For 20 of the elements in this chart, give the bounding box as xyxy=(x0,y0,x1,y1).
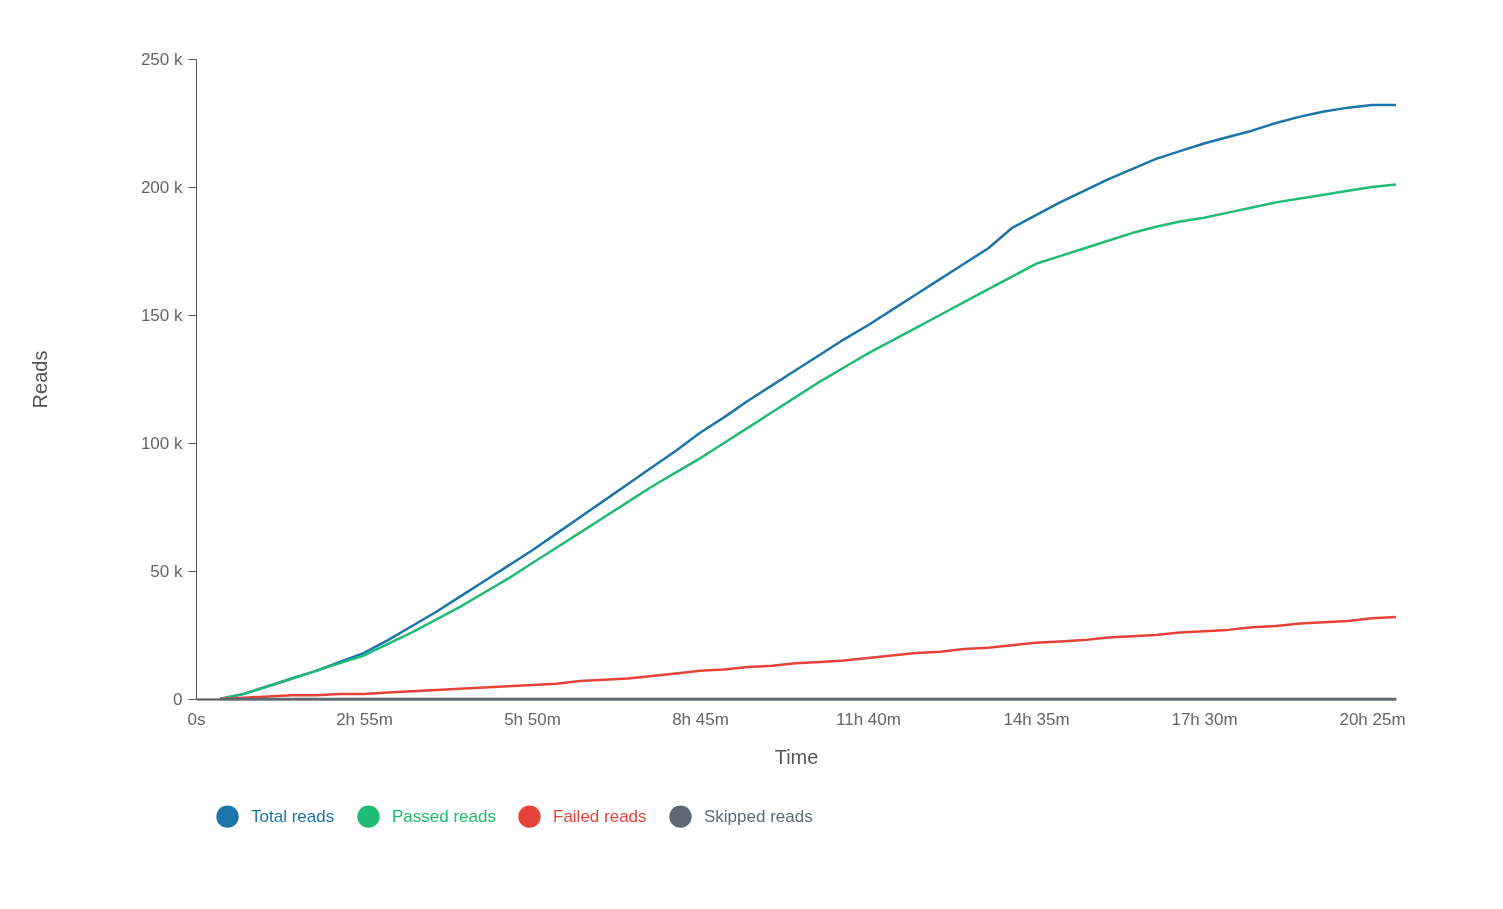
y-tick-label: 200 k xyxy=(140,177,183,197)
y-tick-label: 50 k xyxy=(150,561,183,581)
legend-label: Total reads xyxy=(251,806,335,826)
y-axis-title: Reads xyxy=(28,350,51,409)
x-tick-label: 0s xyxy=(187,709,206,729)
y-tick-label: 250 k xyxy=(140,49,183,69)
x-tick-label: 17h 30m xyxy=(1171,709,1238,729)
y-tick-label: 0 xyxy=(173,689,183,709)
y-tick-label: 150 k xyxy=(140,305,183,325)
y-tick-label: 100 k xyxy=(140,433,183,453)
x-tick-label: 2h 55m xyxy=(336,709,393,729)
x-tick-label: 8h 45m xyxy=(672,709,729,729)
x-axis-title: Time xyxy=(774,745,819,768)
x-tick-label: 11h 40m xyxy=(836,709,901,729)
x-tick-label: 20h 25m xyxy=(1339,709,1406,729)
x-tick-label: 5h 50m xyxy=(504,709,561,729)
x-tick-label: 14h 35m xyxy=(1003,709,1070,729)
legend-label: Failed reads xyxy=(553,806,647,826)
legend-label: Skipped reads xyxy=(704,806,813,826)
legend-label: Passed reads xyxy=(392,806,496,826)
